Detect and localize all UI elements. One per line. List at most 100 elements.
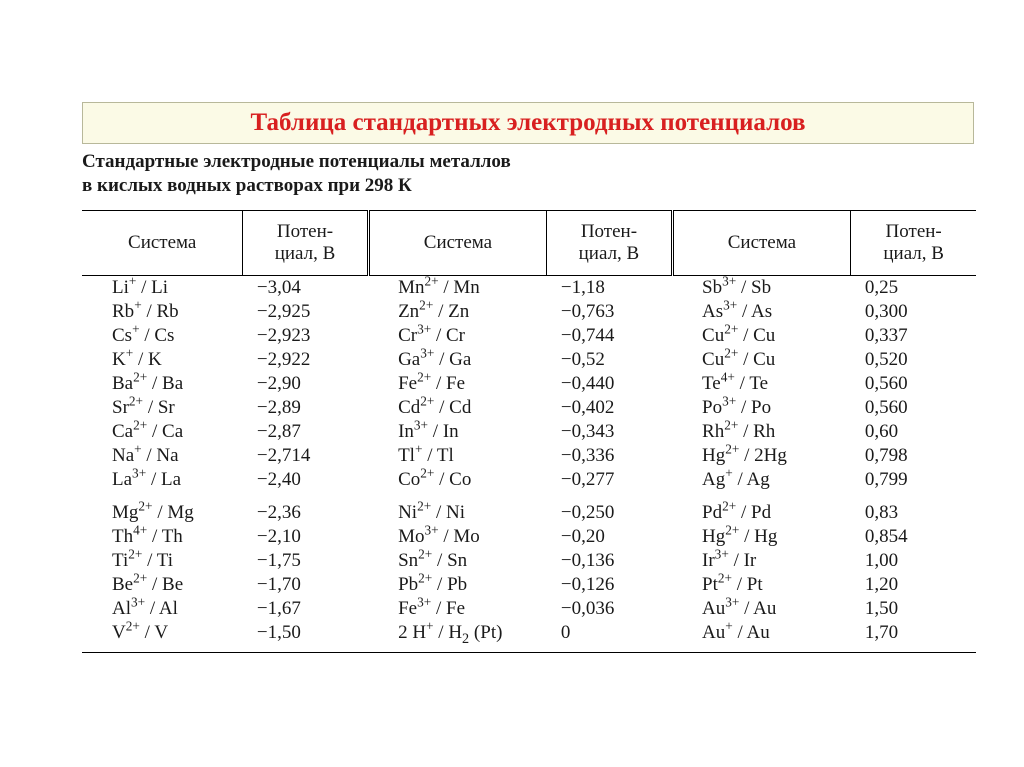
subtitle-line-1: Стандартные электродные потенциалы метал… bbox=[82, 151, 511, 172]
table-row: La3+ / La−2,40Co2+ / Co−0,277Ag+ / Ag0,7… bbox=[82, 468, 976, 492]
table-row: Rb+ / Rb−2,925Zn2+ / Zn−0,763As3+ / As0,… bbox=[82, 300, 976, 324]
potential-cell: −0,250 bbox=[547, 492, 672, 525]
system-cell: Rb+ / Rb bbox=[82, 300, 243, 324]
system-cell: Ba2+ / Ba bbox=[82, 372, 243, 396]
system-cell: Ir3+ / Ir bbox=[672, 549, 851, 573]
system-cell: Sb3+ / Sb bbox=[672, 275, 851, 300]
subtitle: Стандартные электродные потенциалы метал… bbox=[82, 150, 511, 198]
table-row: Ca2+ / Ca−2,87In3+ / In−0,343Rh2+ / Rh0,… bbox=[82, 420, 976, 444]
potential-cell: 0 bbox=[547, 621, 672, 652]
page-title-banner: Таблица стандартных электродных потенциа… bbox=[82, 102, 974, 144]
potential-cell: 0,300 bbox=[851, 300, 976, 324]
potential-cell: −0,343 bbox=[547, 420, 672, 444]
table-header-row: Система Потен- циал, В Система Потен- ци… bbox=[82, 211, 976, 276]
system-cell: As3+ / As bbox=[672, 300, 851, 324]
potential-cell: −0,402 bbox=[547, 396, 672, 420]
potential-cell: 0,560 bbox=[851, 372, 976, 396]
col-potential-2-l1: Потен- bbox=[581, 221, 637, 242]
potential-cell: −2,10 bbox=[243, 525, 368, 549]
potential-cell: −0,036 bbox=[547, 597, 672, 621]
potential-cell: −2,89 bbox=[243, 396, 368, 420]
potential-cell: 1,70 bbox=[851, 621, 976, 652]
system-cell: Mo3+ / Mo bbox=[368, 525, 547, 549]
system-cell: Fe3+ / Fe bbox=[368, 597, 547, 621]
table-row: Cs+ / Cs−2,923Cr3+ / Cr−0,744Cu2+ / Cu0,… bbox=[82, 324, 976, 348]
system-cell: Tl+ / Tl bbox=[368, 444, 547, 468]
table-bottom-rule bbox=[82, 652, 976, 655]
table-row: Na+ / Na−2,714Tl+ / Tl−0,336Hg2+ / 2Hg0,… bbox=[82, 444, 976, 468]
system-cell: Ti2+ / Ti bbox=[82, 549, 243, 573]
potential-cell: −0,52 bbox=[547, 348, 672, 372]
potential-cell: −3,04 bbox=[243, 275, 368, 300]
system-cell: La3+ / La bbox=[82, 468, 243, 492]
col-potential-2-l2: циал, В bbox=[579, 243, 640, 264]
potential-cell: −2,925 bbox=[243, 300, 368, 324]
col-potential-1: Потен- циал, В bbox=[243, 211, 368, 276]
system-cell: Al3+ / Al bbox=[82, 597, 243, 621]
col-potential-3: Потен- циал, В bbox=[851, 211, 976, 276]
system-cell: Ag+ / Ag bbox=[672, 468, 851, 492]
system-cell: Te4+ / Te bbox=[672, 372, 851, 396]
potential-cell: 0,520 bbox=[851, 348, 976, 372]
potential-cell: 0,337 bbox=[851, 324, 976, 348]
table-row: Sr2+ / Sr−2,89Cd2+ / Cd−0,402Po3+ / Po0,… bbox=[82, 396, 976, 420]
potential-cell: 0,83 bbox=[851, 492, 976, 525]
potential-cell: −0,336 bbox=[547, 444, 672, 468]
table-row: Ti2+ / Ti−1,75Sn2+ / Sn−0,136Ir3+ / Ir1,… bbox=[82, 549, 976, 573]
potential-cell: 0,799 bbox=[851, 468, 976, 492]
potentials-table: Система Потен- циал, В Система Потен- ци… bbox=[82, 210, 976, 652]
potential-cell: −2,87 bbox=[243, 420, 368, 444]
col-potential-3-l2: циал, В bbox=[883, 243, 944, 264]
system-cell: Hg2+ / 2Hg bbox=[672, 444, 851, 468]
system-cell: Th4+ / Th bbox=[82, 525, 243, 549]
potential-cell: −2,90 bbox=[243, 372, 368, 396]
potential-cell: −2,36 bbox=[243, 492, 368, 525]
system-cell: 2 H+ / H2 (Pt) bbox=[368, 621, 547, 652]
col-potential-1-l1: Потен- bbox=[277, 221, 333, 242]
potential-cell: 1,20 bbox=[851, 573, 976, 597]
system-cell: Be2+ / Be bbox=[82, 573, 243, 597]
system-cell: Ga3+ / Ga bbox=[368, 348, 547, 372]
system-cell: K+ / K bbox=[82, 348, 243, 372]
system-cell: Na+ / Na bbox=[82, 444, 243, 468]
table-row: Th4+ / Th−2,10Mo3+ / Mo−0,20Hg2+ / Hg0,8… bbox=[82, 525, 976, 549]
potential-cell: −0,277 bbox=[547, 468, 672, 492]
col-potential-1-l2: циал, В bbox=[275, 243, 336, 264]
subtitle-line-2: в кислых водных растворах при 298 К bbox=[82, 175, 412, 196]
table-body: Li+ / Li−3,04Mn2+ / Mn−1,18Sb3+ / Sb0,25… bbox=[82, 275, 976, 652]
table-row: V2+ / V−1,502 H+ / H2 (Pt)0Au+ / Au1,70 bbox=[82, 621, 976, 652]
potential-cell: −1,67 bbox=[243, 597, 368, 621]
potential-cell: 0,798 bbox=[851, 444, 976, 468]
potentials-table-wrap: Система Потен- циал, В Система Потен- ци… bbox=[82, 210, 976, 655]
potential-cell: 0,560 bbox=[851, 396, 976, 420]
potential-cell: 0,854 bbox=[851, 525, 976, 549]
system-cell: Po3+ / Po bbox=[672, 396, 851, 420]
table-row: Mg2+ / Mg−2,36Ni2+ / Ni−0,250Pd2+ / Pd0,… bbox=[82, 492, 976, 525]
system-cell: Pd2+ / Pd bbox=[672, 492, 851, 525]
system-cell: Cd2+ / Cd bbox=[368, 396, 547, 420]
system-cell: Cs+ / Cs bbox=[82, 324, 243, 348]
system-cell: Cu2+ / Cu bbox=[672, 348, 851, 372]
system-cell: Li+ / Li bbox=[82, 275, 243, 300]
col-system-2: Система bbox=[368, 211, 547, 276]
system-cell: Pt2+ / Pt bbox=[672, 573, 851, 597]
potential-cell: −0,20 bbox=[547, 525, 672, 549]
system-cell: In3+ / In bbox=[368, 420, 547, 444]
system-cell: Sn2+ / Sn bbox=[368, 549, 547, 573]
system-cell: Cu2+ / Cu bbox=[672, 324, 851, 348]
potential-cell: −0,136 bbox=[547, 549, 672, 573]
table-row: Be2+ / Be−1,70Pb2+ / Pb−0,126Pt2+ / Pt1,… bbox=[82, 573, 976, 597]
system-cell: Ca2+ / Ca bbox=[82, 420, 243, 444]
system-cell: Au3+ / Au bbox=[672, 597, 851, 621]
table-row: K+ / K−2,922Ga3+ / Ga−0,52Cu2+ / Cu0,520 bbox=[82, 348, 976, 372]
system-cell: Mg2+ / Mg bbox=[82, 492, 243, 525]
table-row: Ba2+ / Ba−2,90Fe2+ / Fe−0,440Te4+ / Te0,… bbox=[82, 372, 976, 396]
system-cell: Fe2+ / Fe bbox=[368, 372, 547, 396]
potential-cell: −2,923 bbox=[243, 324, 368, 348]
potential-cell: −1,70 bbox=[243, 573, 368, 597]
table-row: Li+ / Li−3,04Mn2+ / Mn−1,18Sb3+ / Sb0,25 bbox=[82, 275, 976, 300]
col-potential-2: Потен- циал, В bbox=[547, 211, 672, 276]
system-cell: Zn2+ / Zn bbox=[368, 300, 547, 324]
potential-cell: −0,763 bbox=[547, 300, 672, 324]
col-system-1: Система bbox=[82, 211, 243, 276]
